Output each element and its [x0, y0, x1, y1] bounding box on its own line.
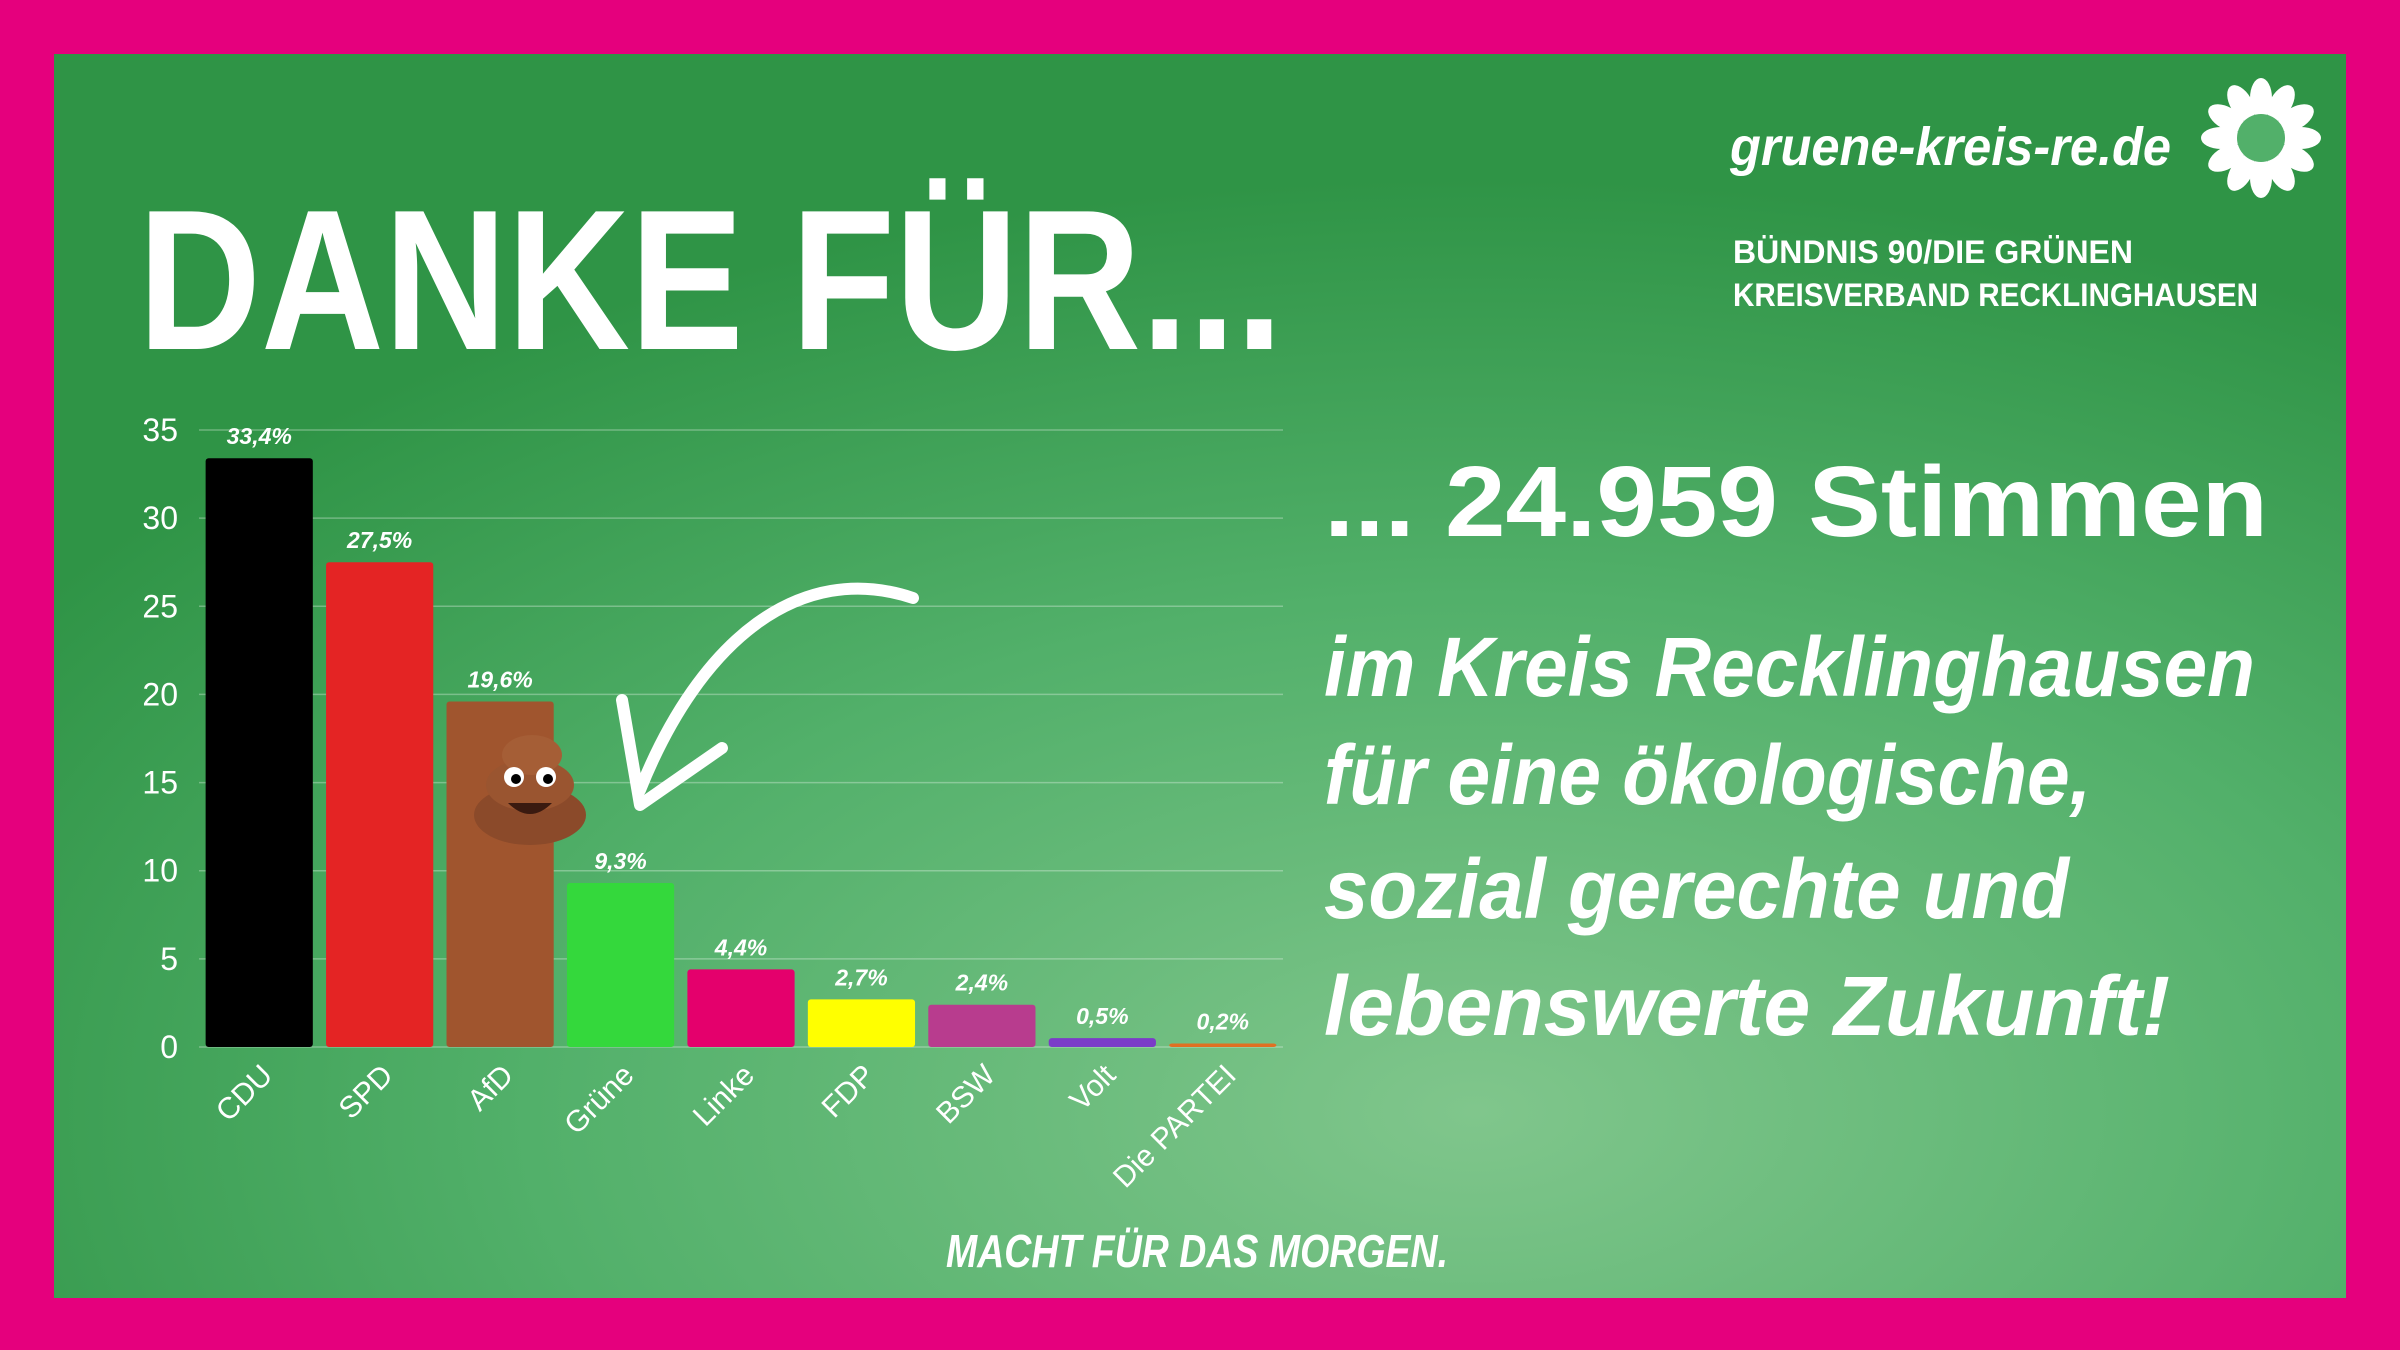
value-label: 0,5%: [1076, 1003, 1128, 1029]
bar: [1169, 1043, 1277, 1047]
org-unit: KREISVERBAND RECKLINGHAUSEN: [1733, 277, 2258, 313]
arrow: [634, 582, 919, 796]
poop-icon: [474, 735, 586, 845]
value-label: 2,7%: [834, 964, 887, 990]
y-tick-label: 35: [142, 412, 178, 448]
bar: [807, 999, 916, 1047]
website: gruene-kreis-re.de: [1729, 117, 2171, 177]
message-line: im Kreis Recklinghausen: [1324, 620, 2255, 714]
headline: DANKE FÜR...: [138, 169, 1283, 392]
value-label: 33,4%: [227, 423, 292, 449]
org-name: BÜNDNIS 90/DIE GRÜNEN: [1733, 234, 2133, 270]
y-tick-label: 10: [142, 853, 178, 889]
bar: [1048, 1038, 1156, 1047]
y-tick-label: 30: [142, 500, 178, 536]
bar: [928, 1004, 1036, 1047]
value-label: 4,4%: [714, 934, 767, 960]
value-label: 27,5%: [346, 527, 412, 553]
value-label: 2,4%: [955, 970, 1008, 996]
background: [54, 54, 2346, 1298]
votes-headline: ... 24.959 Stimmen: [1324, 446, 2268, 558]
y-tick-label: 15: [142, 765, 178, 801]
slogan: MACHT FÜR DAS MORGEN.: [946, 1225, 1448, 1277]
bar: [205, 458, 313, 1048]
value-label: 9,3%: [594, 848, 646, 874]
bar: [687, 969, 795, 1047]
value-label: 0,2%: [1197, 1008, 1249, 1034]
y-tick-label: 25: [142, 588, 178, 624]
y-tick-label: 20: [142, 676, 178, 712]
y-tick-label: 0: [160, 1029, 178, 1065]
sunflower-logo: [2201, 78, 2321, 198]
y-tick-label: 5: [160, 941, 178, 977]
bar: [566, 883, 675, 1047]
message-line: lebenswerte Zukunft!: [1324, 959, 2170, 1053]
value-label: 19,6%: [468, 666, 533, 692]
message-line: für eine ökologische,: [1324, 728, 2091, 822]
message-line: sozial gerechte und: [1324, 842, 2071, 936]
arrow-head: [616, 694, 728, 811]
bar: [326, 562, 434, 1047]
